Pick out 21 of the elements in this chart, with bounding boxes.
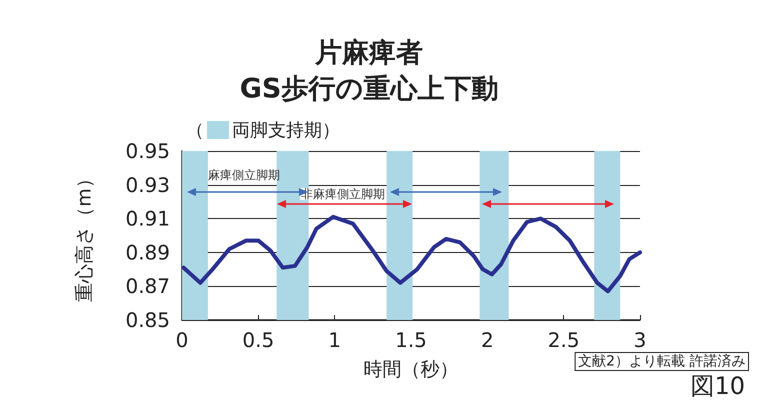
line-series (182, 214, 642, 294)
y-tick-label: 0.85 (125, 308, 170, 332)
x-tick-label: 2 (480, 328, 494, 352)
x-tick-label: 2.5 (548, 328, 580, 352)
text: （両脚支持期） (186, 120, 340, 141)
y-tick-label: 0.95 (125, 139, 170, 163)
x-tick-label: 3 (634, 328, 646, 352)
y-tick-label: 0.89 (125, 240, 170, 264)
caption: 図10 (690, 372, 746, 400)
x-tick-label: 1.5 (395, 328, 427, 352)
chart-title: 片麻痺者 GS歩行の重心上下動 (240, 38, 498, 104)
y-tick-label: 0.91 (125, 206, 170, 231)
x-tick-label: 1 (328, 328, 342, 352)
x-tick-label: 0 (176, 328, 188, 352)
y-tick-label: 0.87 (125, 274, 170, 298)
y-axis-title: 重心高さ（m） (74, 169, 96, 302)
x-axis-title: 時間（秒） (364, 358, 458, 380)
x-tick-label: 0.5 (242, 328, 274, 352)
annotation: 麻痺側立脚期 (208, 168, 280, 182)
text: 文献2）より転載 許諾済み (578, 354, 746, 370)
y-tick-label: 0.93 (125, 172, 170, 197)
